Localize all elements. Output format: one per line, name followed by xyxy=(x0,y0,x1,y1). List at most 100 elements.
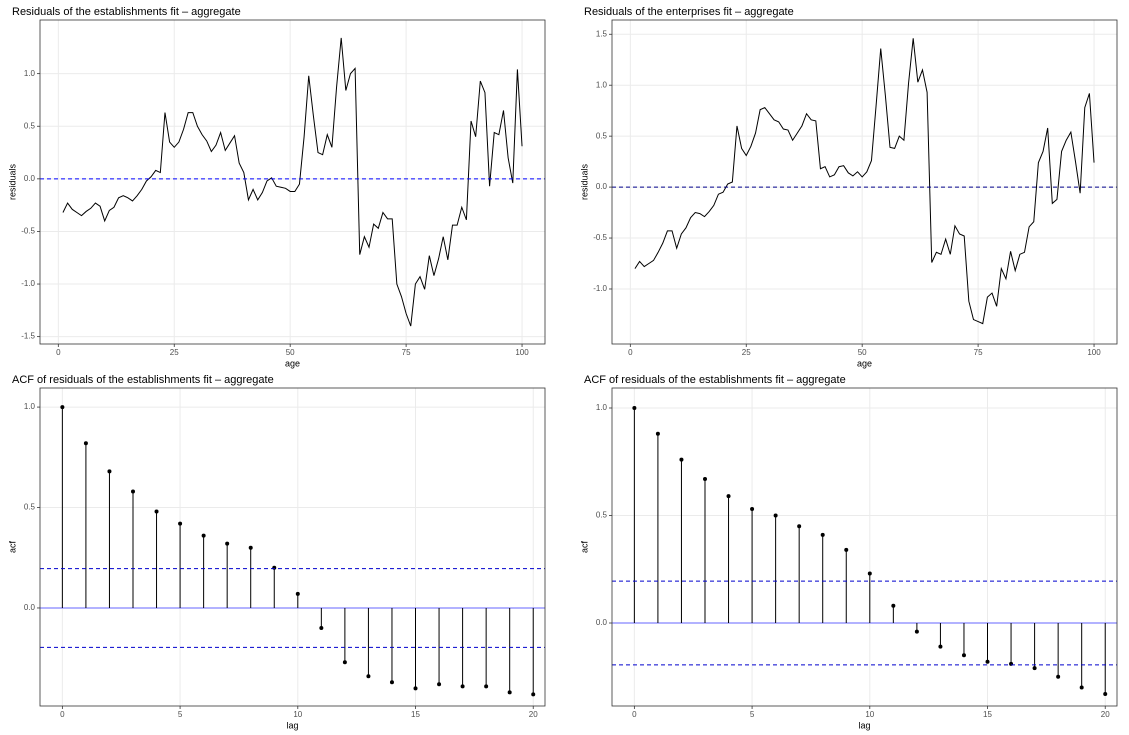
acf-point xyxy=(437,682,442,687)
acf-point xyxy=(460,684,465,689)
x-tick-label: 10 xyxy=(293,710,302,719)
acf-point xyxy=(844,547,849,552)
x-tick-label: 20 xyxy=(1101,710,1110,719)
acf-point xyxy=(655,431,660,436)
y-tick-label: 0.5 xyxy=(596,131,608,140)
acf-point xyxy=(366,674,371,679)
y-tick-label: -1.5 xyxy=(21,332,35,341)
y-tick-label: 0.0 xyxy=(24,603,36,612)
panel-border xyxy=(39,387,546,707)
acf-point xyxy=(1032,666,1037,671)
x-tick-label: 100 xyxy=(515,348,529,357)
acf-point xyxy=(1056,674,1061,679)
acf-point xyxy=(178,521,183,526)
y-tick-label: 1.0 xyxy=(24,69,36,78)
x-axis-title: lag xyxy=(858,720,870,730)
y-tick-label: 0.5 xyxy=(24,503,36,512)
acf-point xyxy=(632,405,637,410)
acf-point xyxy=(726,494,731,499)
x-tick-label: 0 xyxy=(56,348,61,357)
x-tick-label: 25 xyxy=(742,348,751,357)
x-axis-title: age xyxy=(285,358,300,368)
acf-point xyxy=(413,686,418,691)
acf-point xyxy=(938,644,943,649)
acf-point xyxy=(531,692,536,697)
x-tick-label: 0 xyxy=(60,710,65,719)
y-tick-label: 0.0 xyxy=(596,182,608,191)
y-tick-label: -1.0 xyxy=(21,279,35,288)
acf-point xyxy=(1079,685,1084,690)
x-tick-label: 75 xyxy=(402,348,411,357)
panel-border xyxy=(39,19,546,345)
acf-point xyxy=(225,541,230,546)
y-tick-label: 1.0 xyxy=(596,403,608,412)
x-tick-label: 5 xyxy=(178,710,183,719)
y-tick-label: -1.0 xyxy=(593,284,607,293)
panel-title: ACF of residuals of the establishments f… xyxy=(12,374,274,386)
residual-line xyxy=(634,38,1095,325)
x-tick-label: 10 xyxy=(865,710,874,719)
acf-point xyxy=(248,545,253,550)
panel: ACF of residuals of the establishments f… xyxy=(7,374,546,730)
acf-point xyxy=(507,690,512,695)
x-tick-label: 0 xyxy=(628,348,633,357)
panel-title: Residuals of the establishments fit – ag… xyxy=(12,6,241,18)
x-tick-label: 15 xyxy=(411,710,420,719)
y-axis-title: residuals xyxy=(579,163,589,200)
panel-title: Residuals of the enterprises fit – aggre… xyxy=(584,6,794,18)
acf-point xyxy=(130,489,135,494)
acf-point xyxy=(389,680,394,685)
acf-point xyxy=(154,509,159,514)
x-tick-label: 100 xyxy=(1087,348,1101,357)
x-tick-label: 0 xyxy=(632,710,637,719)
acf-point xyxy=(342,660,347,665)
panel-title: ACF of residuals of the establishments f… xyxy=(584,374,846,386)
acf-point xyxy=(797,524,802,529)
x-axis-title: age xyxy=(857,358,872,368)
acf-point xyxy=(484,684,489,689)
panel: Residuals of the establishments fit – ag… xyxy=(7,6,546,368)
panel: Residuals of the enterprises fit – aggre… xyxy=(579,6,1118,368)
y-tick-label: 0.5 xyxy=(596,511,608,520)
residual-line xyxy=(62,37,523,327)
acf-point xyxy=(83,441,88,446)
y-tick-label: 0.5 xyxy=(24,121,36,130)
acf-point xyxy=(107,469,112,474)
y-tick-label: 0.0 xyxy=(24,174,36,183)
x-tick-label: 75 xyxy=(974,348,983,357)
acf-point xyxy=(272,565,277,570)
acf-point xyxy=(60,405,65,410)
y-tick-label: 1.0 xyxy=(596,80,608,89)
x-axis-title: lag xyxy=(286,720,298,730)
acf-point xyxy=(702,476,707,481)
acf-point xyxy=(295,591,300,596)
y-tick-label: -0.5 xyxy=(593,233,607,242)
x-tick-label: 25 xyxy=(170,348,179,357)
x-tick-label: 5 xyxy=(750,710,755,719)
x-tick-label: 50 xyxy=(858,348,867,357)
y-tick-label: 1.0 xyxy=(24,402,36,411)
acf-point xyxy=(914,629,919,634)
acf-point xyxy=(820,532,825,537)
acf-point xyxy=(201,533,206,538)
panel-border xyxy=(611,387,1118,707)
y-axis-title: residuals xyxy=(7,163,17,200)
y-tick-label: 1.5 xyxy=(596,29,608,38)
y-tick-label: 0.0 xyxy=(596,618,608,627)
y-tick-label: -0.5 xyxy=(21,227,35,236)
x-tick-label: 15 xyxy=(983,710,992,719)
panel: ACF of residuals of the establishments f… xyxy=(579,374,1118,730)
acf-point xyxy=(773,513,778,518)
acf-point xyxy=(867,571,872,576)
acf-point xyxy=(1103,691,1108,696)
acf-point xyxy=(891,603,896,608)
panel-border xyxy=(611,19,1118,345)
y-axis-title: acf xyxy=(7,541,17,554)
x-tick-label: 20 xyxy=(529,710,538,719)
acf-point xyxy=(985,659,990,664)
acf-point xyxy=(961,653,966,658)
acf-point xyxy=(679,457,684,462)
y-axis-title: acf xyxy=(579,541,589,554)
acf-point xyxy=(750,507,755,512)
